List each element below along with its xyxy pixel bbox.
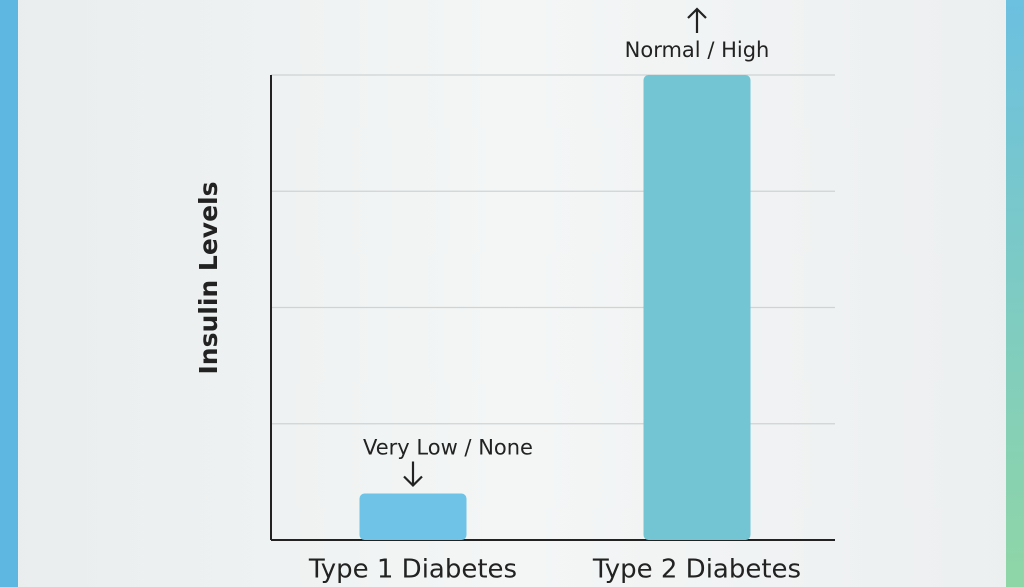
bar xyxy=(359,493,467,540)
bar xyxy=(643,75,751,540)
x-tick-label: Type 1 Diabetes xyxy=(308,555,517,585)
right-border xyxy=(1006,0,1024,587)
y-axis-label: Insulin Levels xyxy=(194,181,223,374)
annotation: Very Low / None xyxy=(363,436,533,460)
annotation: Normal / High xyxy=(625,38,770,62)
left-border xyxy=(0,0,18,587)
arrow xyxy=(403,461,423,488)
arrow xyxy=(687,7,707,33)
x-tick-label: Type 2 Diabetes xyxy=(592,555,801,585)
